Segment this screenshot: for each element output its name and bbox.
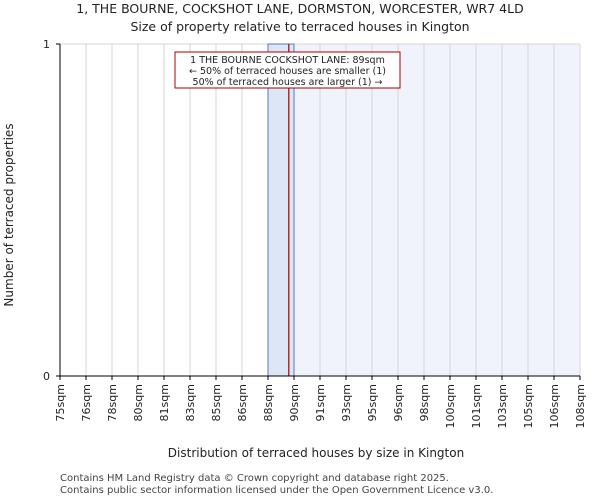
x-tick-label: 103sqm — [496, 384, 509, 428]
x-tick-label: 91sqm — [314, 384, 327, 421]
x-tick-label: 100sqm — [444, 384, 457, 428]
x-tick-label: 106sqm — [548, 384, 561, 428]
x-tick-label: 80sqm — [132, 384, 145, 421]
x-tick-label: 98sqm — [418, 384, 431, 421]
footer-copyright: Contains HM Land Registry data © Crown c… — [60, 473, 449, 484]
x-tick-label: 96sqm — [392, 384, 405, 421]
y-tick-label: 1 — [43, 38, 50, 51]
x-tick-label: 108sqm — [574, 384, 587, 428]
x-axis-label: Distribution of terraced houses by size … — [168, 446, 464, 460]
x-tick-label: 83sqm — [184, 384, 197, 421]
histogram-bar — [267, 43, 295, 377]
x-tick-label: 75sqm — [54, 384, 67, 421]
x-tick-label: 101sqm — [470, 384, 483, 428]
larger-region-shade — [294, 44, 580, 376]
x-tick-label: 85sqm — [210, 384, 223, 421]
x-tick-label: 88sqm — [262, 384, 275, 421]
y-tick-label: 0 — [43, 370, 50, 383]
chart-subtitle: Size of property relative to terraced ho… — [130, 19, 470, 34]
chart-title: 1, THE BOURNE, COCKSHOT LANE, DORMSTON, … — [76, 1, 524, 16]
footer-licence: Contains public sector information licen… — [60, 485, 494, 496]
annotation-line: 1 THE BOURNE COCKSHOT LANE: 89sqm — [190, 55, 385, 66]
x-tick-label: 95sqm — [366, 384, 379, 421]
annotation-line: 50% of terraced houses are larger (1) → — [193, 77, 383, 88]
annotation-box — [174, 51, 401, 89]
y-axis-label: Number of terraced properties — [2, 123, 16, 306]
x-tick-label: 86sqm — [236, 384, 249, 421]
x-tick-label: 76sqm — [80, 384, 93, 421]
x-tick-label: 81sqm — [158, 384, 171, 421]
annotation-line: ← 50% of terraced houses are smaller (1) — [189, 66, 386, 77]
x-tick-label: 105sqm — [522, 384, 535, 428]
x-tick-label: 90sqm — [288, 384, 301, 421]
x-tick-label: 93sqm — [340, 384, 353, 421]
x-tick-label: 78sqm — [106, 384, 119, 421]
